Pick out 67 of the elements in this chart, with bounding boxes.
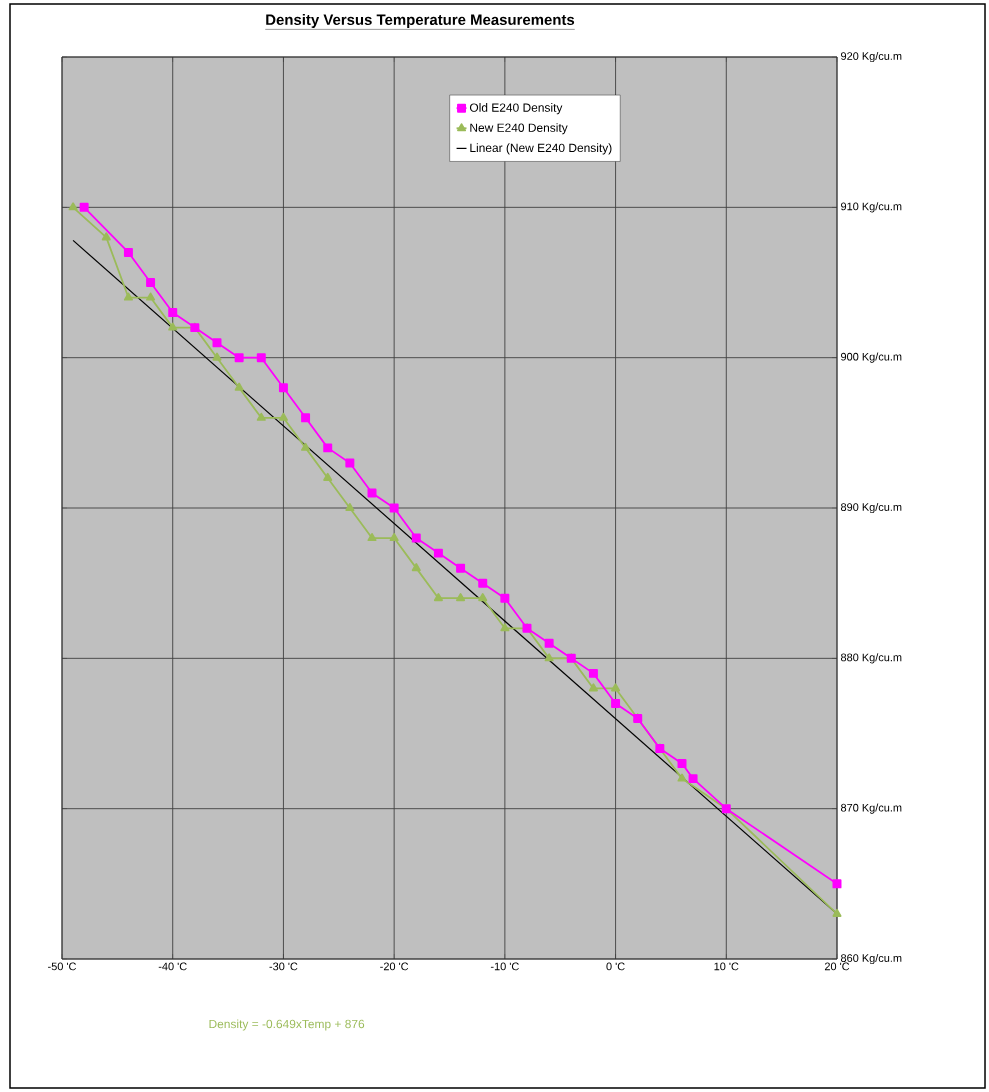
x-tick-label: -20 'C xyxy=(380,962,409,971)
point xyxy=(433,593,443,602)
legend-label: New E240 Density xyxy=(470,123,568,135)
y-tick-label: 870 Kg/cu.m xyxy=(840,803,902,814)
legend-label: Old E240 Density xyxy=(469,103,563,115)
point xyxy=(345,502,355,512)
point xyxy=(456,593,466,602)
point xyxy=(168,322,178,331)
y-tick-label: 910 Kg/cu.m xyxy=(841,202,902,213)
point xyxy=(389,503,399,513)
y-tick-label: 890 Kg/cu.m xyxy=(840,502,902,514)
point xyxy=(367,532,377,542)
point xyxy=(68,202,78,211)
point xyxy=(688,774,698,784)
point xyxy=(212,352,222,361)
point xyxy=(433,548,443,558)
point xyxy=(500,593,510,603)
point xyxy=(323,443,333,453)
point xyxy=(544,653,554,662)
point xyxy=(278,412,288,421)
point xyxy=(456,563,466,573)
x-tick-label: -40 'C xyxy=(158,962,187,971)
point xyxy=(500,623,510,632)
point xyxy=(411,533,421,543)
point xyxy=(367,488,377,498)
point xyxy=(345,458,355,468)
point xyxy=(234,353,244,363)
point xyxy=(588,683,598,692)
point xyxy=(146,292,156,301)
x-tick-label: 20 'C xyxy=(824,962,850,971)
x-tick-label: 10 'C xyxy=(714,962,739,971)
y-tick-label: 880 Kg/cu.m xyxy=(840,653,902,664)
y-tick-label: 900 Kg/cu.m xyxy=(841,352,902,363)
x-tick-label: -30 'C xyxy=(269,962,298,971)
point xyxy=(234,382,244,391)
point xyxy=(389,532,399,542)
point xyxy=(411,563,421,572)
point xyxy=(544,638,554,648)
point xyxy=(832,879,842,889)
point xyxy=(278,383,288,393)
point xyxy=(146,278,156,287)
point xyxy=(611,683,621,692)
text: Density = -0.649xTemp + 876 xyxy=(209,1019,365,1031)
point xyxy=(256,412,266,421)
legend-label: Linear (New E240 Density) xyxy=(470,143,612,155)
x-tick-label: -10 'C xyxy=(490,962,519,971)
point xyxy=(323,472,333,481)
point xyxy=(101,232,111,241)
point xyxy=(79,202,89,212)
point xyxy=(123,292,133,301)
chart-title: Density Versus Temperature Measurements xyxy=(266,14,575,28)
point xyxy=(832,908,842,917)
point xyxy=(212,338,222,348)
x-tick-label: 0 'C xyxy=(606,962,625,971)
point xyxy=(677,759,687,769)
point xyxy=(301,442,311,451)
point xyxy=(611,698,621,708)
point xyxy=(478,593,488,602)
x-tick-label: -50 'C xyxy=(48,962,77,971)
point xyxy=(478,578,488,588)
point xyxy=(256,353,266,363)
point xyxy=(301,413,311,423)
point xyxy=(123,247,133,257)
point xyxy=(677,773,687,782)
point xyxy=(588,668,598,678)
y-tick-label: 920 Kg/cu.m xyxy=(841,51,902,63)
point xyxy=(168,308,178,318)
